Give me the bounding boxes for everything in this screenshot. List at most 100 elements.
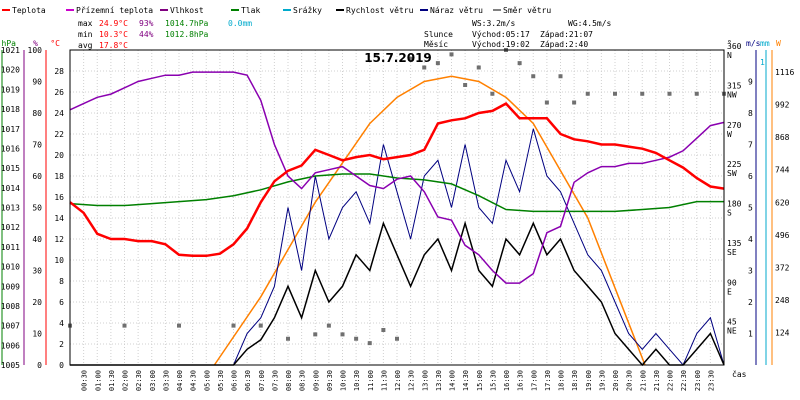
stat-max-press: 1014.7hPa (165, 19, 209, 28)
hpa-tick-label: 1015 (1, 164, 20, 173)
temp-tick-label: 2 (59, 340, 64, 349)
temp-tick-label: 0 (59, 361, 64, 370)
wind-direction-point (531, 74, 536, 79)
x-tick-label: 06:00 (231, 370, 239, 391)
stat-min-temp: 10.3°C (99, 30, 128, 39)
stat-min-press: 1012.8hPa (165, 30, 209, 39)
x-tick-label: 17:30 (544, 370, 552, 391)
x-tick-label: 14:00 (449, 370, 457, 391)
hpa-tick-label: 1020 (1, 66, 20, 75)
x-tick-label: 11:00 (367, 370, 375, 391)
wind-direction-point (326, 323, 331, 328)
dir-tick-label: 315 (727, 81, 742, 90)
x-tick-label: 01:00 (94, 370, 102, 391)
temp-tick-label: 24 (54, 109, 64, 118)
x-tick-label: 10:00 (340, 370, 348, 391)
humidity-line (69, 71, 725, 284)
legend-item: Náraz větru (430, 6, 483, 15)
x-tick-label: 23:30 (707, 370, 715, 391)
hpa-tick-label: 1009 (1, 282, 20, 291)
wind-direction-point (449, 52, 454, 57)
wind-tick-label: 9 (748, 78, 753, 87)
solar-tick-label: 992 (775, 101, 790, 110)
hpa-tick-label: 1011 (1, 243, 20, 252)
x-tick-label: 13:30 (435, 370, 443, 391)
wind-direction-point (490, 91, 495, 96)
solar-tick-label: 248 (775, 296, 790, 305)
wind-direction-point (422, 65, 427, 70)
x-tick-label: 09:00 (312, 370, 320, 391)
x-tick-label: 16:00 (503, 370, 511, 391)
dir-tick-label: 135 (727, 239, 742, 248)
dir-tick-compass: W (727, 130, 732, 139)
x-tick-label: 02:30 (135, 370, 143, 391)
x-tick-label: 15:30 (489, 370, 497, 391)
stat-wg: WG:4.5m/s (568, 19, 612, 28)
hpa-tick-label: 1018 (1, 105, 20, 114)
dir-tick-label: 180 (727, 200, 742, 209)
pressure-line (69, 173, 724, 213)
x-tick-label: 07:00 (258, 370, 266, 391)
wind-direction-point (558, 74, 563, 79)
sun-set: Západ:21:07 (540, 30, 593, 39)
x-axis-label: čas (732, 369, 747, 379)
x-tick-label: 20:00 (612, 370, 620, 391)
wind-direction-point (340, 332, 345, 337)
wind-direction-point (640, 91, 645, 96)
wind-tick-label: 5 (748, 204, 753, 213)
pct-tick-label: 20 (32, 298, 42, 307)
x-tick-label: 05:00 (203, 370, 211, 391)
dir-tick-compass: S (727, 209, 732, 218)
pct-tick-label: 50 (32, 204, 42, 213)
x-tick-label: 18:00 (558, 370, 566, 391)
plot-frame (69, 49, 725, 366)
temperature-line (69, 102, 725, 258)
solar-tick-label: 496 (775, 231, 790, 240)
wind-direction-point (313, 332, 318, 337)
wind-direction-point (122, 323, 127, 328)
x-tick-label: 06:30 (244, 370, 252, 391)
x-tick-label: 01:30 (108, 370, 116, 391)
wind-direction-point (367, 341, 372, 346)
wind-tick-label: 7 (748, 141, 753, 150)
temp-tick-label: 18 (54, 172, 64, 181)
temp-tick-label: 16 (54, 193, 64, 202)
wind-direction-point (517, 61, 522, 66)
x-tick-label: 07:30 (271, 370, 279, 391)
x-tick-label: 08:00 (285, 370, 293, 391)
solar-tick-label: 744 (775, 166, 790, 175)
x-tick-label: 00:30 (81, 370, 89, 391)
wind-direction-point (667, 91, 672, 96)
dir-tick-compass: E (727, 287, 732, 296)
temp-tick-label: 4 (59, 319, 64, 328)
x-tick-label: 18:30 (571, 370, 579, 391)
temp-tick-label: 26 (54, 88, 64, 97)
solar-axis-title: W (776, 39, 781, 48)
x-tick-label: 19:30 (598, 370, 606, 391)
solar-tick-label: 868 (775, 133, 790, 142)
moon-rise: Východ:19:02 (472, 40, 530, 49)
temp-tick-label: 22 (54, 130, 64, 139)
plot-grid (70, 50, 724, 366)
x-tick-label: 05:30 (217, 370, 225, 391)
x-tick-label: 10:30 (353, 370, 361, 391)
dir-tick-compass: SW (727, 169, 737, 178)
hpa-tick-label: 1010 (1, 263, 20, 272)
wind-direction-point (354, 336, 359, 341)
wind-direction-point (381, 328, 386, 332)
temp-tick-label: 14 (54, 214, 64, 223)
wind-tick-label: 6 (748, 172, 753, 181)
pct-tick-label: 70 (32, 141, 42, 150)
temp-tick-label: 20 (54, 151, 64, 160)
x-tick-label: 22:30 (680, 370, 688, 391)
dir-tick-label: 45 (727, 318, 737, 327)
wind-tick-label: 8 (748, 109, 753, 118)
x-tick-label: 17:00 (530, 370, 538, 391)
wind-tick-label: 4 (748, 235, 753, 244)
hpa-tick-label: 1012 (1, 223, 20, 232)
hpa-tick-label: 1021 (1, 46, 20, 55)
legend-item: Tlak (241, 6, 260, 15)
legend-item: Směr větru (503, 6, 551, 15)
